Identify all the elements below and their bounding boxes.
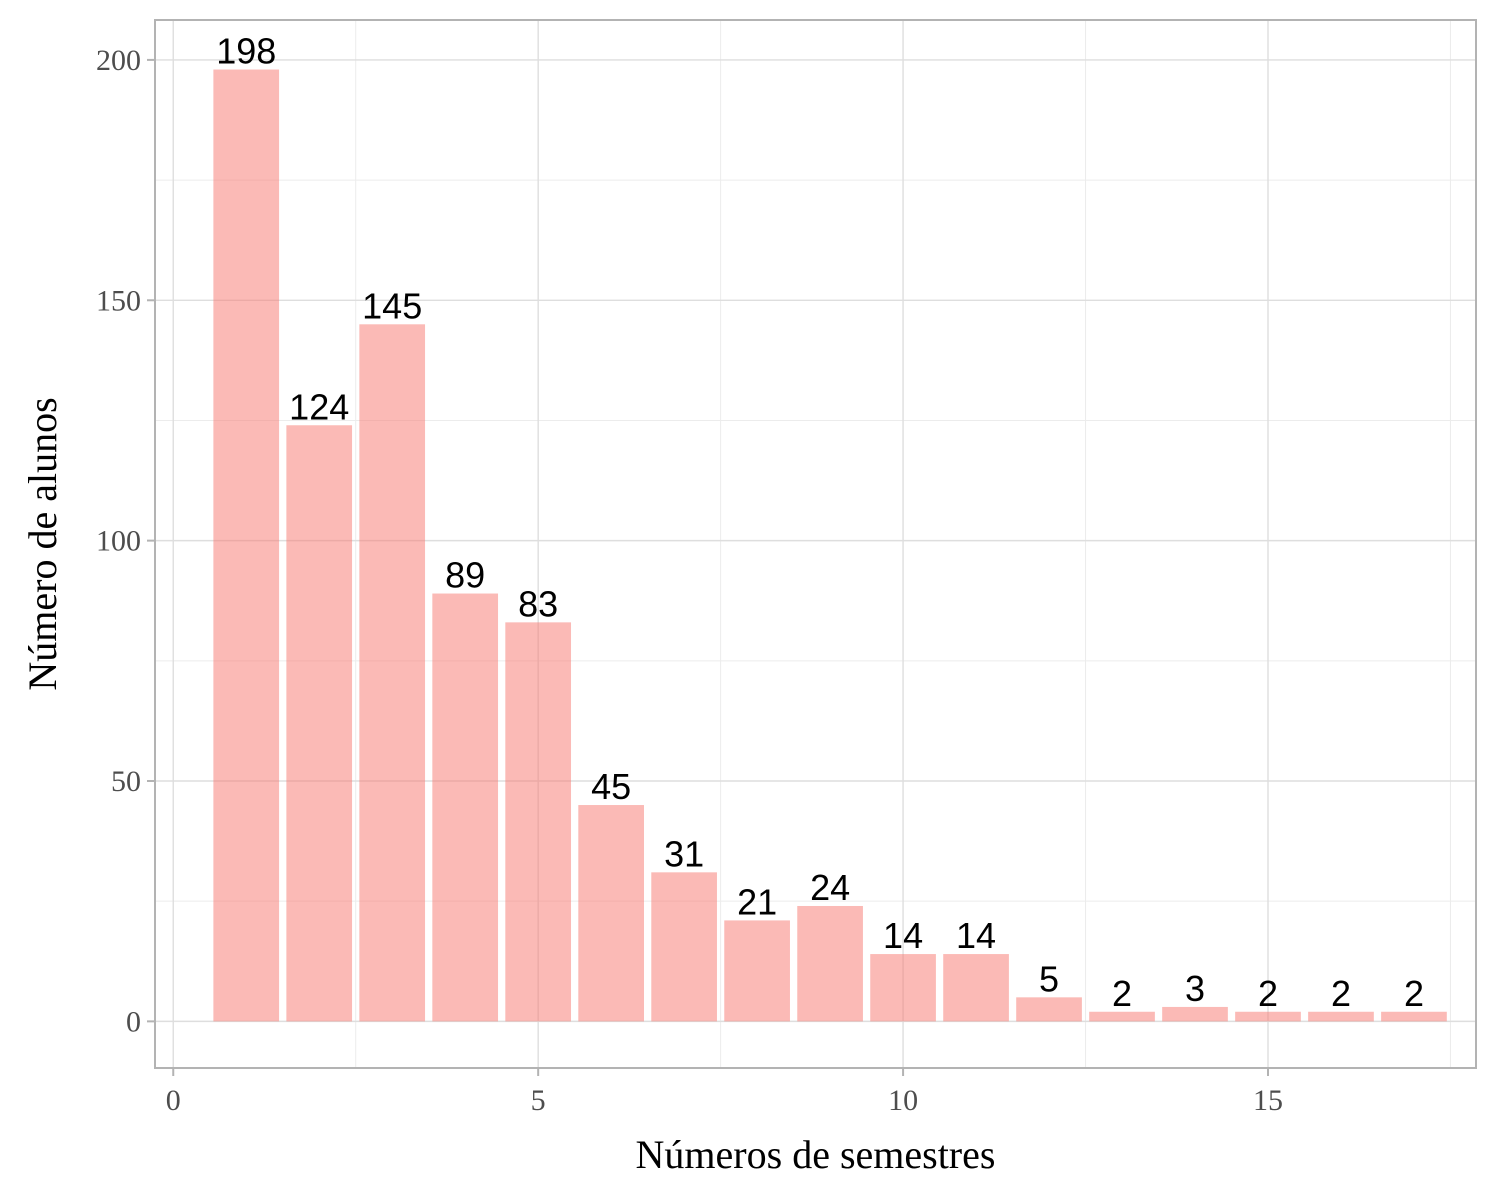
bar — [1381, 1011, 1447, 1022]
bar-value-label: 2 — [1112, 973, 1132, 1014]
bar-value-label: 14 — [956, 915, 996, 956]
bar — [651, 872, 717, 1022]
y-tick-label: 150 — [96, 284, 141, 317]
bar — [797, 905, 863, 1022]
bar — [870, 954, 936, 1022]
bar-value-label: 198 — [216, 31, 276, 72]
bar — [505, 622, 572, 1022]
bar-value-label: 145 — [362, 285, 422, 326]
bar-value-label: 83 — [518, 583, 558, 624]
bar-value-label: 2 — [1258, 973, 1278, 1014]
y-axis-title: Número de alunos — [20, 397, 65, 690]
bar-value-label: 31 — [664, 833, 704, 874]
bar-value-label: 5 — [1039, 958, 1059, 999]
bar — [359, 324, 426, 1022]
y-tick-label: 200 — [96, 44, 141, 77]
panel-border — [154, 19, 1477, 1069]
bar-value-label: 45 — [591, 766, 631, 807]
bar-value-label: 2 — [1404, 973, 1424, 1014]
bar — [432, 593, 499, 1022]
bar-value-label: 2 — [1331, 973, 1351, 1014]
x-tick-label: 10 — [888, 1084, 918, 1117]
bar-value-label: 3 — [1185, 968, 1205, 1009]
y-tick-label: 100 — [96, 525, 141, 558]
bar — [578, 805, 644, 1022]
x-tick-label: 15 — [1253, 1084, 1283, 1117]
bar-value-label: 124 — [289, 386, 349, 427]
bar — [286, 425, 353, 1022]
bar-value-label: 89 — [445, 555, 485, 596]
y-axis-tick-labels: 0 50 100 150 200 — [96, 44, 141, 1038]
bars — [213, 69, 1447, 1022]
x-axis-title: Números de semestres — [636, 1132, 996, 1177]
bar — [213, 69, 280, 1022]
bar — [943, 954, 1009, 1022]
y-tick-label: 50 — [111, 765, 141, 798]
y-tick-label: 0 — [126, 1005, 141, 1038]
bar — [1308, 1011, 1374, 1022]
bar — [1016, 997, 1082, 1022]
x-tick-label: 0 — [166, 1084, 181, 1117]
x-axis-tick-labels: 0 5 10 15 — [166, 1084, 1283, 1117]
bar — [1162, 1006, 1228, 1022]
axis-ticks — [147, 58, 1269, 1076]
bar — [724, 920, 790, 1022]
bar-value-label: 14 — [883, 915, 923, 956]
x-tick-label: 5 — [531, 1084, 546, 1117]
bar — [1235, 1011, 1301, 1022]
bar-value-label: 24 — [810, 867, 850, 908]
bar-value-label: 21 — [737, 881, 777, 922]
bar — [1089, 1011, 1155, 1022]
